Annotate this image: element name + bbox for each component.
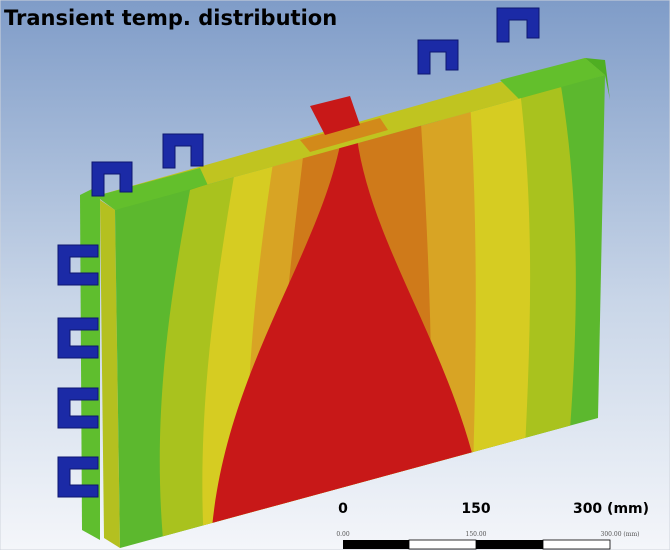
scale-segment xyxy=(476,540,543,549)
scale-fine-label: 300.00 (mm) xyxy=(601,531,640,538)
title: Transient temp. distribution xyxy=(4,6,337,30)
render-view: Transient temp. distribution 0 150 300 (… xyxy=(0,0,670,550)
scale-fine-label: 150.00 xyxy=(466,531,487,538)
scale-label: 0 xyxy=(338,501,348,517)
scale-segment xyxy=(543,540,610,549)
scale-segment xyxy=(409,540,476,549)
scale-fine-label: 0.00 xyxy=(336,531,350,538)
scale-segment xyxy=(343,540,409,549)
screenshot: Transient temp. distribution 0 150 300 (… xyxy=(0,0,670,550)
scale-label: 150 xyxy=(461,501,490,517)
scale-bar xyxy=(343,540,610,549)
scale-label: 300 (mm) xyxy=(573,501,649,517)
